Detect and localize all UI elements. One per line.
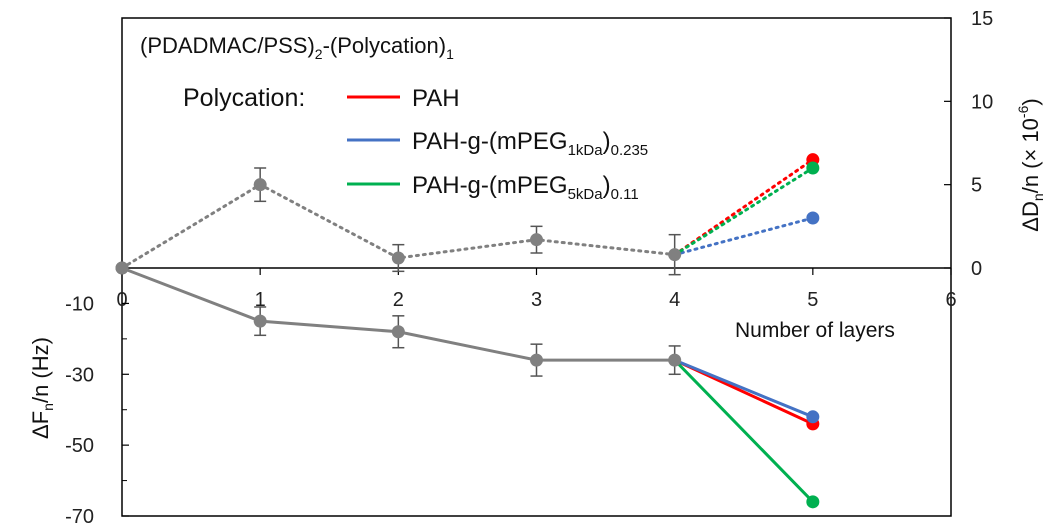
y-axis-left-label: ΔFn/n (Hz) [28,337,56,439]
y-right-label-c: ) [1018,98,1043,105]
legend-label-mpeg5k-a: PAH-g-(mPEG [412,172,568,199]
y-right-label-a: ΔD [1018,201,1043,232]
legend-label-mpeg1k-b: ) [603,128,611,155]
series-dissipation-line [673,166,815,257]
legend-label-mpeg5k-sub: 5kDa [568,186,604,203]
y-right-tick-label: 10 [971,91,993,113]
x-tick-label: 5 [807,289,818,311]
axes-layer: 0 1 2 3 4 5 6 -10 -30 -50 -70 0 5 10 15 [65,8,993,527]
legend-label-mpeg5k-b: ) [603,172,611,199]
title-sub-2: 1 [446,46,454,62]
y-left-label-sub: n [40,403,56,411]
y-left-label-a: ΔF [28,411,53,439]
x-tick-label: 2 [393,289,404,311]
legend-label-mpeg1k-sub: 1kDa [568,142,604,159]
y-left-label-b: /n (Hz) [28,337,53,403]
x-tick-label: 1 [255,289,266,311]
legend-title: Polycation: [183,84,305,112]
base-dissipation-point [530,233,543,247]
y-left-tick-label: -50 [65,435,94,457]
y-left-tick-label: -30 [65,364,94,386]
data-layer [115,153,820,509]
series-frequency-line [673,359,814,503]
base-frequency-point [530,353,543,367]
base-frequency-point [668,353,682,367]
legend-label-mpeg1k-sub2: 0.235 [611,142,649,159]
legend-label-mpeg1k: PAH-g-(mPEG1kDa)0.235 [412,128,648,159]
x-tick-label: 3 [531,289,542,311]
legend-label-mpeg1k-a: PAH-g-(mPEG [412,128,568,155]
base-dissipation-point [253,178,267,192]
y-left-tick-label: -10 [65,293,94,315]
series-dissipation-line [673,158,815,257]
base-dissipation-point [391,251,405,265]
series-dissipation-line [673,216,815,257]
title-part-1: (PDADMAC/PSS) [140,33,315,58]
series-frequency-point [806,495,820,509]
legend-label-pah: PAH [412,85,460,112]
legend-label-mpeg5k-sub2: 0.11 [611,186,639,203]
base-dissipation-point [115,261,129,275]
base-frequency-point [391,325,405,339]
x-tick-label: 6 [945,289,956,311]
y-right-label-sup: -6 [1015,105,1031,118]
series-dissipation-point [806,211,820,225]
chart-title: (PDADMAC/PSS)2-(Polycation)1 [140,33,454,62]
title-part-2: -(Polycation) [323,33,446,58]
y-right-label-b: /n (× 10 [1018,118,1043,193]
x-axis-label: Number of layers [735,319,895,342]
y-right-tick-label: 5 [971,175,982,197]
series-frequency-line [674,358,814,419]
x-tick-label: 0 [116,289,127,311]
y-right-label-sub: n [1030,193,1046,201]
y-right-tick-label: 0 [971,258,982,280]
y-axis-right-label: ΔDn/n (× 10-6) [1015,98,1046,231]
base-dissipation-point [668,248,682,262]
y-right-tick-label: 15 [971,8,993,30]
base-frequency-point [253,314,267,328]
series-frequency-point [806,410,820,424]
x-tick-label: 4 [669,289,680,311]
title-sub-1: 2 [315,46,323,62]
legend-label-mpeg5k: PAH-g-(mPEG5kDa)0.11 [412,172,639,203]
series-dissipation-point [806,161,820,175]
y-left-tick-label: -70 [65,506,94,527]
